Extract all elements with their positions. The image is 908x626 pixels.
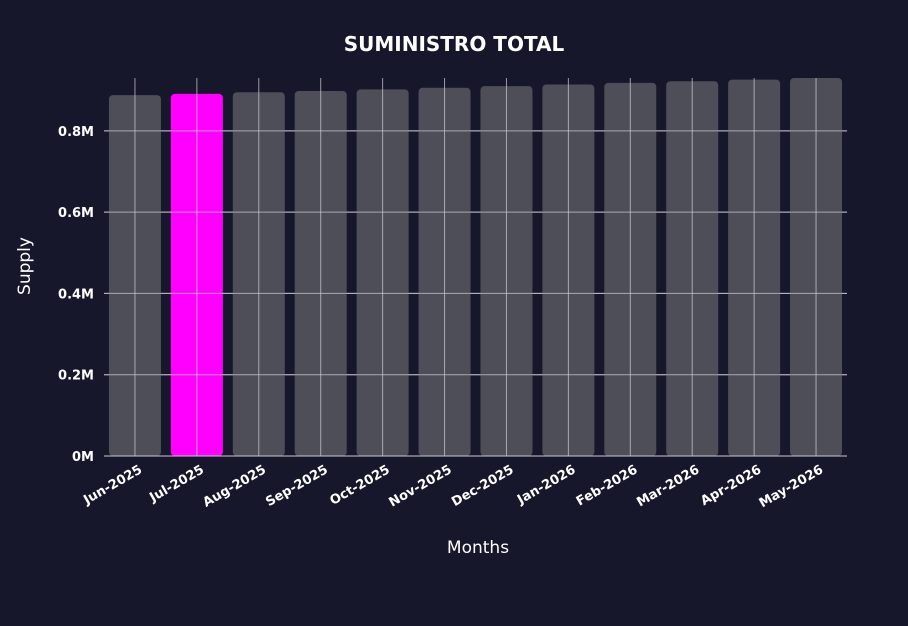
x-tick-label: Jan-2026 (514, 462, 578, 508)
x-tick-label: Feb-2026 (574, 462, 640, 509)
x-tick-label: Sep-2025 (263, 462, 330, 510)
x-tick-label: Dec-2025 (449, 462, 516, 509)
y-tick-label: 0.8M (58, 125, 94, 140)
y-tick-label: 0.6M (58, 206, 94, 221)
x-tick-label: May-2026 (757, 462, 826, 511)
x-ticks-layer: Jun-2025 Jul-2025Aug-2025Sep-2025Oct-2025… (80, 462, 826, 511)
x-tick-label: Oct-2025 (327, 462, 392, 508)
y-tick-label: 0.4M (58, 287, 94, 302)
x-tick-label: Nov-2025 (387, 462, 455, 510)
y-tick-label: 0.2M (58, 369, 94, 384)
x-tick-label: Apr-2026 (698, 462, 764, 509)
y-axis-label: Supply (15, 237, 35, 295)
chart-title: SUMINISTRO TOTAL (344, 32, 565, 56)
x-tick-label: Aug-2025 (200, 462, 268, 510)
x-tick-label: Mar-2026 (634, 462, 702, 510)
y-tick-label: 0M (72, 450, 94, 465)
x-axis-label: Months (447, 538, 509, 558)
vertical-grid-layer (104, 78, 847, 456)
y-ticks-layer: 0M 0.2M 0.4M 0.6M 0.8M (58, 125, 94, 465)
x-tick-label: Jun-2025 (80, 462, 145, 508)
bars-layer (108, 78, 843, 457)
x-tick-label: Jul-2025 (146, 462, 206, 506)
